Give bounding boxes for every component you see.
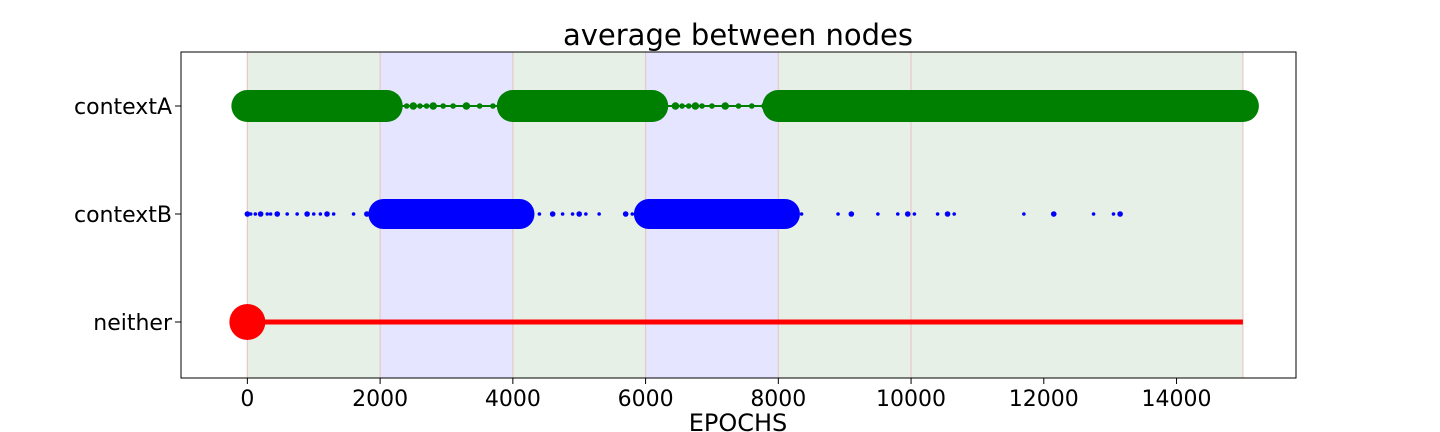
contextB-point-4 xyxy=(265,212,270,216)
x-tick-label-4: 8000 xyxy=(750,387,806,412)
contextB-point-25 xyxy=(630,212,635,216)
contextB-point-30 xyxy=(848,211,855,217)
contextA-point-2 xyxy=(403,103,410,109)
plot-frame xyxy=(180,51,1297,379)
contextB-point-33 xyxy=(904,211,911,217)
contextB-point-39 xyxy=(1050,211,1057,217)
contextA-point-21 xyxy=(721,102,730,110)
contextB-point-40 xyxy=(1091,212,1096,216)
contextA-point-17 xyxy=(685,103,692,109)
contextB-point-0 xyxy=(244,211,251,217)
contextB-point-23 xyxy=(597,212,601,216)
contextB-point-12 xyxy=(324,211,330,217)
contextB-point-20 xyxy=(570,212,575,216)
contextB-point-17 xyxy=(537,212,542,216)
contextB-point-14 xyxy=(351,212,356,216)
neither-marker-0 xyxy=(229,304,266,340)
contextB-point-31 xyxy=(876,212,880,216)
contextB-point-11 xyxy=(318,212,323,216)
contextA-point-22 xyxy=(735,103,742,109)
contextB-point-36 xyxy=(944,211,951,217)
contextA-point-3 xyxy=(409,102,418,110)
x-axis-label: EPOCHS xyxy=(689,409,788,432)
y-tick-label-1: contextB xyxy=(74,203,172,228)
contextB-point-9 xyxy=(304,211,310,217)
contextB-point-18 xyxy=(549,211,556,217)
data-marks xyxy=(229,90,1259,340)
contextA-point-10 xyxy=(476,103,483,109)
contextA-point-9 xyxy=(462,102,471,110)
contextB-point-15 xyxy=(364,211,370,217)
contextA-point-20 xyxy=(709,103,715,109)
contextA-point-6 xyxy=(429,102,438,110)
contextB-point-8 xyxy=(295,212,299,216)
contextB-point-5 xyxy=(268,212,273,216)
contextB-point-42 xyxy=(1117,211,1123,217)
contextB-point-6 xyxy=(274,211,281,217)
contextB-point-22 xyxy=(584,212,588,216)
contextA-point-8 xyxy=(450,103,456,109)
x-tick-label-1: 2000 xyxy=(352,387,408,412)
x-tick-label-5: 10000 xyxy=(876,387,946,412)
contextB-point-2 xyxy=(253,212,258,216)
contextB-point-3 xyxy=(257,211,264,217)
contextA-point-15 xyxy=(671,102,680,110)
x-tick-label-6: 12000 xyxy=(1009,387,1079,412)
x-axis-ticks: 0 2000 4000 6000 8000 10000 12000 14000 xyxy=(240,378,1212,412)
y-tick-label-2: neither xyxy=(93,311,173,336)
contextA-point-18 xyxy=(691,102,700,110)
contextB-point-19 xyxy=(560,212,565,216)
y-tick-label-0: contextA xyxy=(74,95,172,120)
contextB-point-38 xyxy=(1022,212,1026,216)
x-tick-label-3: 6000 xyxy=(618,387,674,412)
contextB-point-1 xyxy=(248,212,253,216)
y-axis-ticks: contextA contextB neither xyxy=(74,95,181,336)
x-tick-label-0: 0 xyxy=(240,387,254,412)
contextA-point-5 xyxy=(423,103,430,109)
contextA-point-11 xyxy=(490,103,496,109)
contextB-point-41 xyxy=(1111,212,1116,216)
x-tick-label-7: 14000 xyxy=(1142,387,1212,412)
contextB-point-35 xyxy=(935,212,940,216)
contextA-point-16 xyxy=(679,103,685,109)
contextA-point-4 xyxy=(417,103,423,109)
contextB-point-34 xyxy=(912,212,917,216)
contextB-point-24 xyxy=(622,211,629,217)
contextA-point-23 xyxy=(748,103,755,109)
contextA-point-19 xyxy=(699,103,705,109)
contextB-point-10 xyxy=(311,212,316,216)
contextB-point-13 xyxy=(331,212,336,216)
contextB-point-32 xyxy=(895,212,900,216)
contextB-point-37 xyxy=(952,212,956,216)
x-tick-label-2: 4000 xyxy=(485,387,541,412)
chart-title: average between nodes xyxy=(563,18,913,52)
contextB-point-7 xyxy=(285,212,289,216)
contextA-point-7 xyxy=(440,103,446,109)
contextB-point-28 xyxy=(799,212,804,216)
contextB-point-29 xyxy=(836,212,840,216)
contextB-point-21 xyxy=(576,211,583,217)
